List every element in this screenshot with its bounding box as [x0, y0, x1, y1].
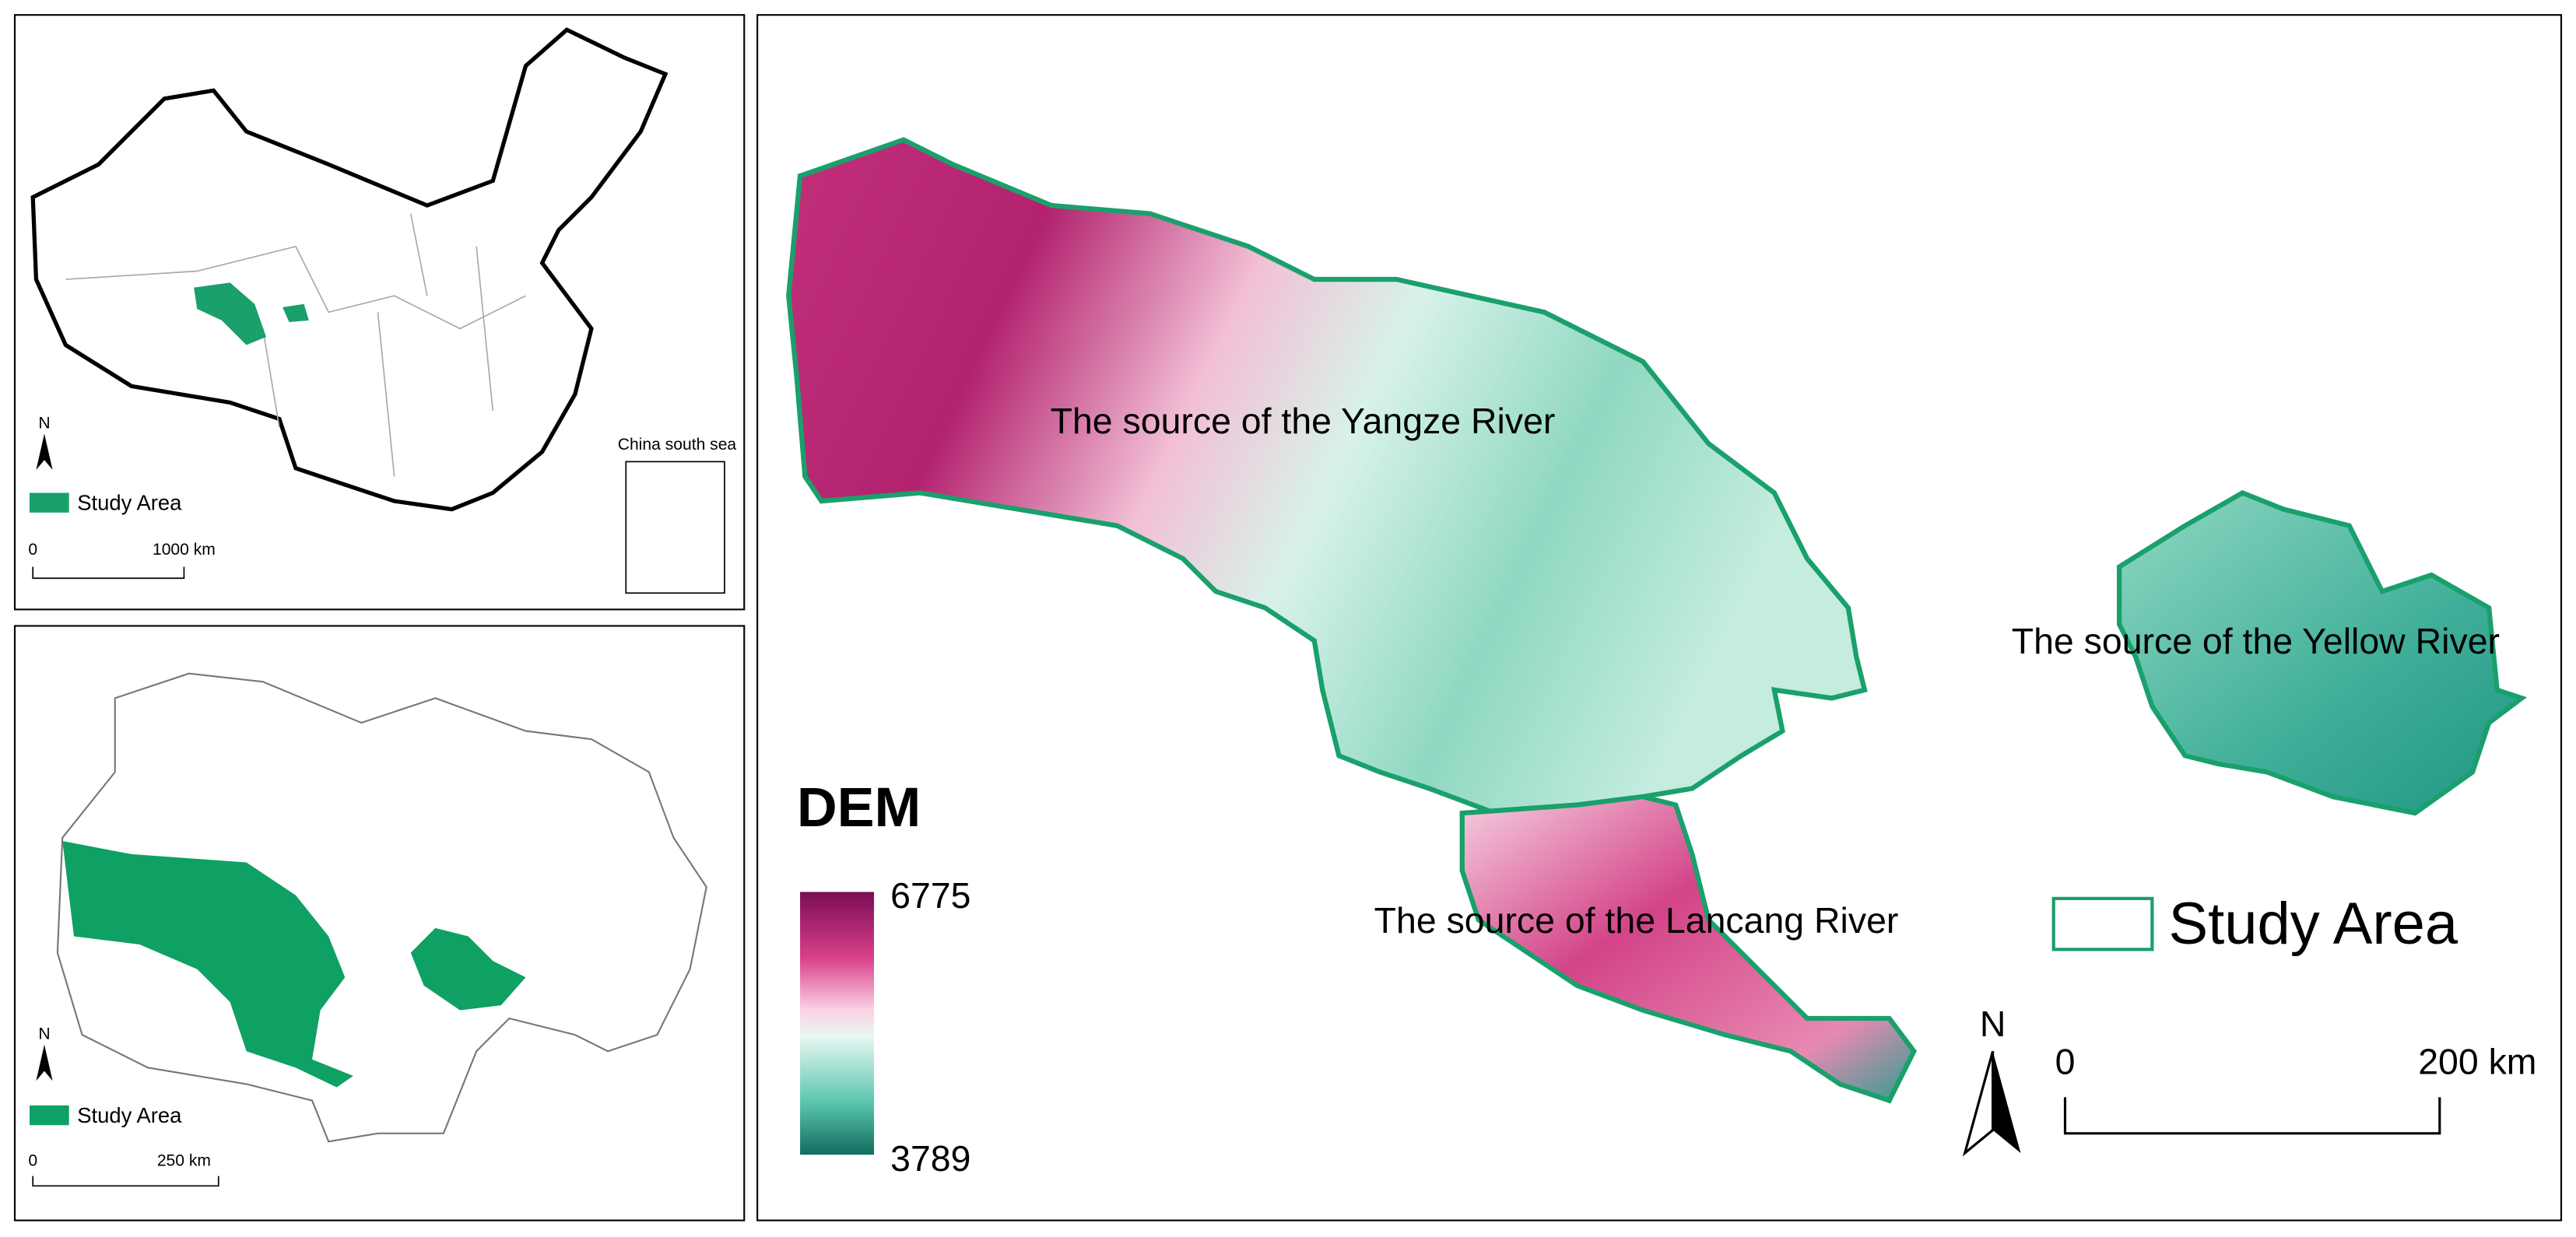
north-arrow: [1962, 1050, 1995, 1157]
legend-swatch: [29, 492, 69, 513]
legend-label: Study Area: [2168, 891, 2458, 957]
north-label: N: [38, 414, 50, 432]
inset-frame: [625, 461, 725, 594]
study-area-china: [194, 282, 266, 345]
legend-label: Study Area: [77, 1103, 182, 1127]
scale-label: 250 km: [157, 1151, 211, 1169]
dem-colorbar: [800, 892, 875, 1155]
region-yellow: [2116, 490, 2528, 816]
dem-max: 6775: [890, 875, 970, 916]
inset-label: China south sea: [618, 436, 737, 454]
scale-bar: [32, 1176, 219, 1187]
north-label: N: [38, 1025, 50, 1043]
legend-swatch: [2051, 896, 2154, 951]
china-outline: [30, 27, 669, 512]
study-area-yangze: [62, 841, 353, 1088]
scale-label: 0: [28, 541, 37, 559]
scale-label: 1000 km: [153, 541, 216, 559]
dem-min: 3789: [890, 1138, 970, 1179]
region-label: The source of the Lancang River: [1374, 900, 1899, 941]
legend-label: Study Area: [77, 491, 182, 515]
province-borders: [65, 213, 526, 477]
region-yangze: [786, 137, 1868, 816]
study-area-yellow: [410, 927, 526, 1011]
panel-frame: [756, 14, 2563, 1221]
region-label: The source of the Yangze River: [1051, 401, 1556, 441]
scale-label: 0: [28, 1151, 37, 1169]
province-outline: [56, 672, 707, 1143]
scale-bar: [32, 566, 185, 580]
scale-bar: [2063, 1097, 2441, 1135]
scale-label: 200 km: [2418, 1041, 2536, 1081]
study-area-china: [283, 303, 309, 322]
region-label: The source of the Yellow River: [2012, 621, 2500, 661]
panel-frame: [13, 14, 746, 611]
panel-frame: [13, 625, 746, 1221]
scale-label: 0: [2055, 1041, 2076, 1081]
region-lancang: [1459, 794, 1917, 1104]
legend-swatch: [29, 1105, 69, 1126]
dem-title: DEM: [797, 776, 921, 839]
north-arrow: [36, 433, 53, 470]
north-arrow: [36, 1044, 53, 1081]
north-label: N: [1980, 1004, 2006, 1044]
north-arrow: [1992, 1051, 2021, 1154]
